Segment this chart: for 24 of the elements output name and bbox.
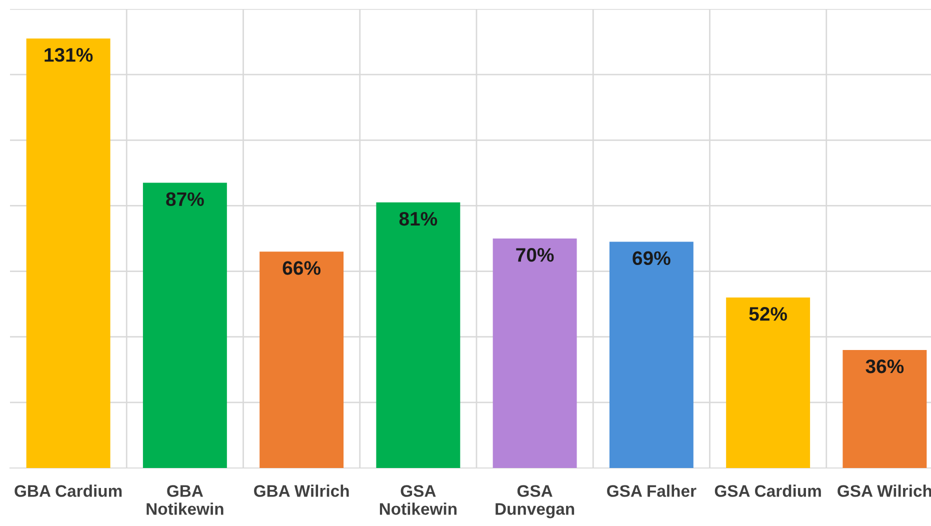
bar	[376, 202, 460, 468]
x-tick-label: GBA Wilrich	[254, 484, 349, 497]
bar	[260, 252, 344, 468]
bar	[492, 238, 577, 468]
data-label: 131%	[44, 48, 93, 62]
x-tick-label: GSA Dunvegan	[496, 485, 574, 518]
bar	[726, 298, 810, 468]
data-label: 70%	[516, 248, 554, 262]
data-label: 52%	[749, 307, 788, 321]
data-label: 81%	[399, 212, 438, 226]
x-tick-label: GSA Falher	[607, 484, 696, 497]
bar	[842, 350, 927, 468]
bar	[609, 242, 694, 468]
data-label: 69%	[632, 251, 670, 266]
bar	[26, 38, 110, 468]
bar	[142, 182, 227, 468]
data-label: 66%	[282, 261, 321, 275]
data-label: 36%	[866, 359, 904, 374]
x-tick-label: GSA Cardium	[714, 484, 821, 497]
x-tick-label: GBA Notikewin	[146, 485, 224, 515]
x-tick-label: GSA Notikewin	[380, 485, 457, 515]
x-tick-label: GSA Wilrich	[838, 484, 931, 497]
data-label: 87%	[166, 192, 204, 206]
x-tick-label: GBA Cardium	[14, 484, 122, 497]
